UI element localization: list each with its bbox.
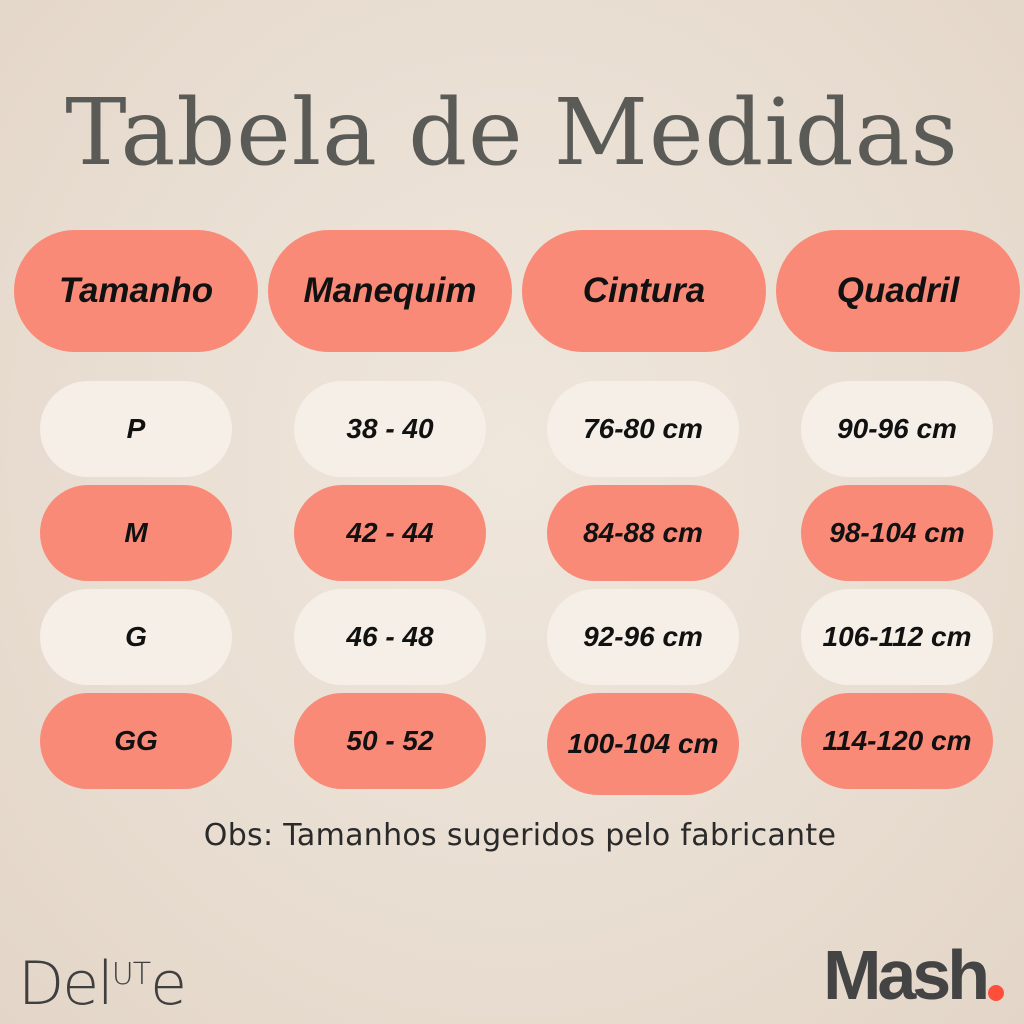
cell-tamanho: M xyxy=(40,485,232,581)
cell-tamanho: GG xyxy=(40,693,232,789)
mash-logo: Mash xyxy=(823,932,1004,1018)
logo-text-part: e xyxy=(150,949,187,1019)
logo-text-part: Del xyxy=(18,949,114,1019)
cell-tamanho: P xyxy=(40,381,232,477)
logo-text-part: UT xyxy=(111,957,151,992)
cell-cintura: 100-104 cm xyxy=(547,693,739,795)
cell-quadril: 106-112 cm xyxy=(801,589,993,685)
header-cintura: Cintura xyxy=(522,230,766,352)
header-quadril: Quadril xyxy=(776,230,1020,352)
header-tamanho: Tamanho xyxy=(14,230,258,352)
cell-manequim: 42 - 44 xyxy=(294,485,486,581)
footnote: Obs: Tamanhos sugeridos pelo fabricante xyxy=(203,818,837,853)
logo-text: Mash xyxy=(823,936,990,1014)
header-manequim: Manequim xyxy=(268,230,512,352)
cell-cintura: 84-88 cm xyxy=(547,485,739,581)
delute-logo: DelUTe xyxy=(18,935,187,1024)
cell-manequim: 46 - 48 xyxy=(294,589,486,685)
cell-quadril: 114-120 cm xyxy=(801,693,993,789)
cell-manequim: 50 - 52 xyxy=(294,693,486,789)
cell-cintura: 76-80 cm xyxy=(547,381,739,477)
cell-cintura: 92-96 cm xyxy=(547,589,739,685)
cell-tamanho: G xyxy=(40,589,232,685)
cell-manequim: 38 - 40 xyxy=(294,381,486,477)
cell-quadril: 98-104 cm xyxy=(801,485,993,581)
page-title: Tabela de Medidas xyxy=(65,79,959,186)
cell-quadril: 90-96 cm xyxy=(801,381,993,477)
logo-dot-icon xyxy=(988,985,1004,1001)
